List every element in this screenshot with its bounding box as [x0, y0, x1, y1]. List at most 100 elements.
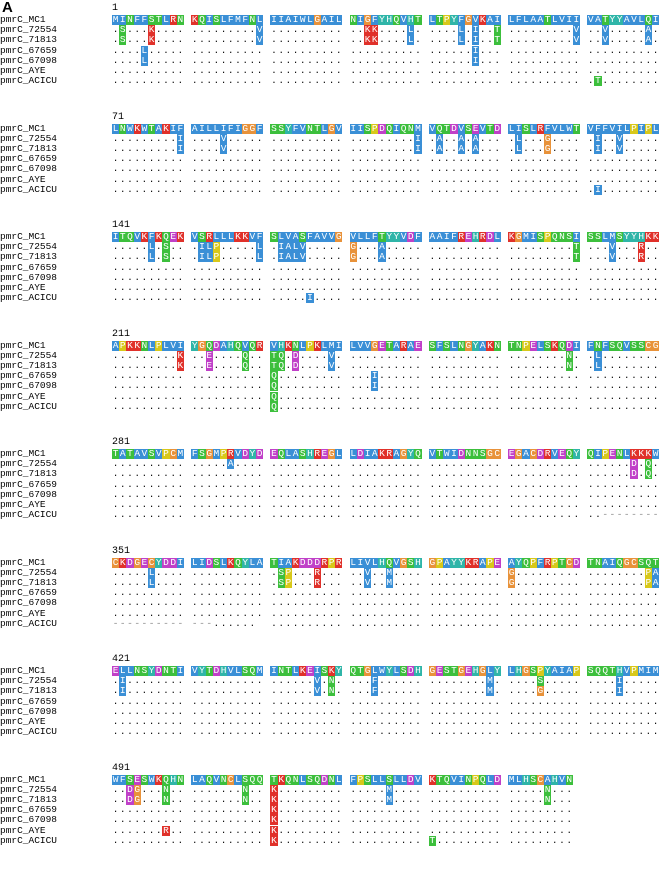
residue: . — [479, 836, 486, 846]
residue: K — [270, 805, 278, 816]
residue: . — [155, 490, 162, 500]
residue: . — [155, 361, 162, 371]
residue: . — [436, 795, 443, 805]
residue: . — [515, 826, 522, 836]
residue: . — [465, 815, 472, 825]
residue: . — [645, 293, 652, 303]
residue: R — [479, 232, 487, 242]
residue: . — [393, 826, 400, 836]
residue: . — [450, 490, 457, 500]
residue: . — [486, 402, 493, 412]
residue: . — [227, 578, 234, 588]
residue: . — [407, 836, 414, 846]
residue: . — [249, 490, 256, 500]
residue: . — [551, 686, 558, 696]
residue: . — [148, 459, 155, 469]
residue: . — [479, 144, 486, 154]
residue: . — [494, 568, 501, 578]
residue: . — [594, 598, 601, 608]
sequence-name: pmrC_ACICU — [0, 727, 108, 737]
residue: . — [148, 76, 155, 86]
residue: Q — [277, 449, 285, 459]
residue: . — [638, 293, 645, 303]
residue: . — [458, 56, 465, 66]
residue: . — [378, 578, 385, 588]
residue: - — [177, 619, 184, 629]
residue: . — [594, 402, 601, 412]
residue: . — [494, 805, 501, 815]
residue: . — [465, 283, 472, 293]
residue: Y — [457, 557, 465, 568]
residue: . — [638, 727, 645, 737]
residue: A — [479, 340, 487, 351]
residue: . — [630, 46, 637, 56]
residue: . — [134, 459, 141, 469]
residue: . — [573, 361, 580, 371]
residue: . — [566, 273, 573, 283]
residue: . — [242, 676, 249, 686]
residue: . — [479, 805, 486, 815]
residue: . — [314, 459, 321, 469]
residue: . — [155, 283, 162, 293]
residue: . — [256, 568, 263, 578]
residue: . — [357, 707, 364, 717]
residue: . — [544, 697, 551, 707]
residue: . — [227, 469, 234, 479]
residue: . — [191, 392, 198, 402]
residue: . — [335, 707, 342, 717]
residue: T — [572, 123, 580, 134]
residue: P — [212, 252, 220, 263]
residue: . — [652, 185, 659, 195]
residue: . — [220, 293, 227, 303]
residue: . — [191, 263, 198, 273]
residue: . — [458, 293, 465, 303]
residue: . — [429, 66, 436, 76]
residue: . — [371, 66, 378, 76]
residue: . — [558, 185, 565, 195]
residue: . — [350, 785, 357, 795]
residue: . — [126, 598, 133, 608]
residue: . — [566, 134, 573, 144]
residue: . — [587, 510, 594, 520]
residue: R — [205, 232, 213, 242]
residue: . — [335, 469, 342, 479]
residue: . — [220, 785, 227, 795]
residue: I — [176, 666, 184, 676]
residue: . — [443, 686, 450, 696]
residue: . — [299, 185, 306, 195]
residue: . — [162, 351, 169, 361]
residue: . — [537, 154, 544, 164]
residue: . — [306, 164, 313, 174]
block-start-position: 1 — [112, 3, 118, 14]
residue: . — [328, 144, 335, 154]
residue: . — [134, 56, 141, 66]
residue: . — [364, 686, 371, 696]
sequence-name: pmrC_ACICU — [0, 293, 108, 303]
residue: . — [573, 144, 580, 154]
residue: . — [386, 76, 393, 86]
residue: . — [299, 459, 306, 469]
sequence-name: pmrC_67659 — [0, 805, 108, 815]
residue: . — [350, 144, 357, 154]
residue: . — [400, 578, 407, 588]
residue: . — [234, 686, 241, 696]
residue: P — [155, 340, 163, 351]
residue: . — [602, 273, 609, 283]
residue: . — [386, 252, 393, 262]
residue: D — [493, 774, 501, 785]
residue: . — [126, 568, 133, 578]
residue: . — [371, 185, 378, 195]
residue: . — [378, 46, 385, 56]
residue: . — [551, 185, 558, 195]
residue: . — [486, 66, 493, 76]
residue: . — [141, 510, 148, 520]
residue: . — [594, 293, 601, 303]
residue: . — [594, 371, 601, 381]
residue: . — [321, 785, 328, 795]
residue: G — [198, 340, 206, 351]
residue: . — [465, 35, 472, 45]
residue: . — [494, 283, 501, 293]
residue: . — [119, 717, 126, 727]
residue: . — [162, 402, 169, 412]
residue: L — [515, 133, 523, 144]
